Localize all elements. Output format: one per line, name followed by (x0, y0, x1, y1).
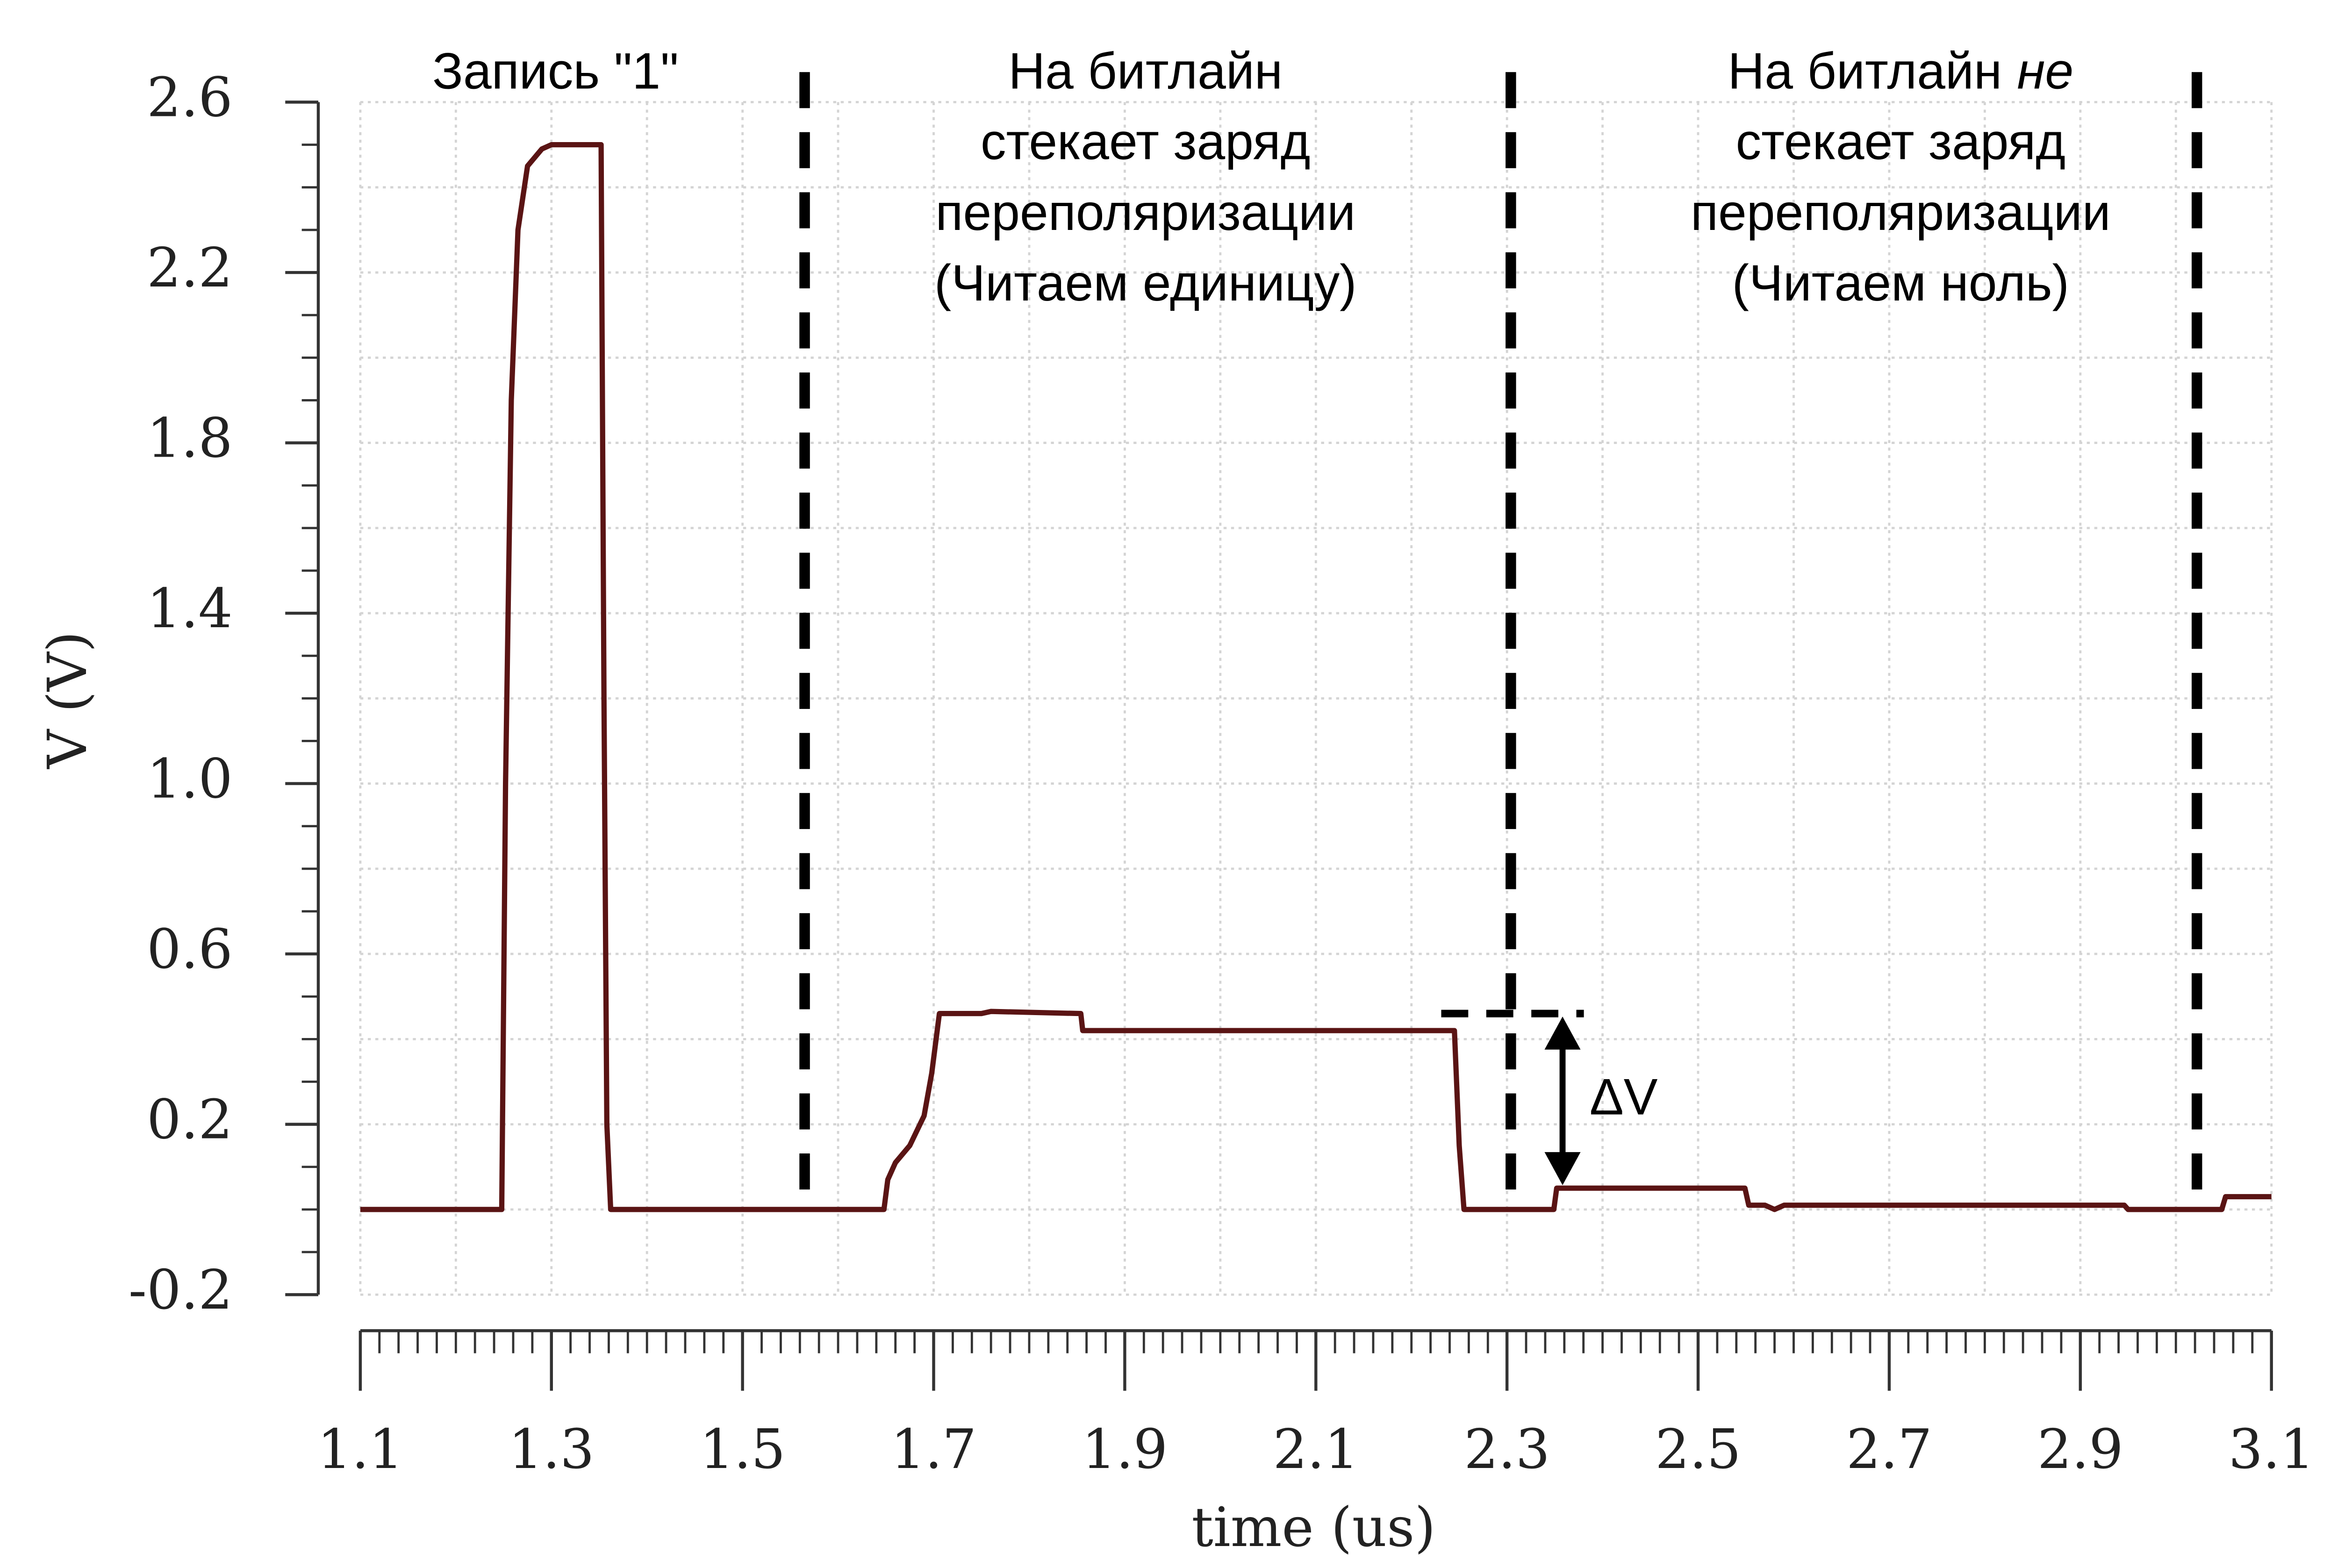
x-tick-label: 2.3 (1464, 1418, 1550, 1481)
x-tick-label: 2.9 (2037, 1418, 2123, 1481)
y-tick-label: 1.0 (147, 748, 233, 811)
x-tick-label: 1.5 (700, 1418, 786, 1481)
annotation: стекает заряд (981, 114, 1311, 171)
arrow-head (1544, 1017, 1581, 1050)
annotation: стекает заряд (1736, 114, 2066, 171)
annotation-text: стекает заряд (1736, 114, 2066, 171)
x-tick-label: 2.7 (1846, 1418, 1932, 1481)
annotation: переполяризации (935, 184, 1355, 241)
annotation-text: (Читаем единицу) (934, 255, 1357, 312)
x-tick-label: 2.5 (1655, 1418, 1741, 1481)
annotation-text: переполяризации (935, 184, 1355, 241)
annotation-text: переполяризации (1691, 184, 2111, 241)
x-tick-label: 1.3 (509, 1418, 595, 1481)
annotation-text: На битлайн (1728, 43, 2002, 100)
annotation: На битлайн (1008, 43, 1283, 100)
y-tick-label: -0.2 (129, 1259, 233, 1322)
annotation-italic: не (2017, 43, 2073, 100)
annotation-text: На битлайн (1008, 43, 1283, 100)
y-tick-label: 0.2 (147, 1089, 233, 1152)
annotation-text: Запись "1" (432, 43, 679, 100)
y-tick-label: 1.8 (147, 408, 233, 470)
y-tick-label: 2.2 (147, 237, 233, 300)
annotation: На битлайн не (1728, 43, 2073, 100)
annotation: (Читаем ноль) (1732, 255, 2069, 312)
y-tick-label: 2.6 (147, 67, 233, 129)
y-tick-label: 0.6 (147, 918, 233, 981)
annotation: переполяризации (1691, 184, 2111, 241)
x-axis-label: time (us) (1191, 1496, 1435, 1559)
x-tick-label: 1.7 (891, 1418, 977, 1481)
y-tick-label: 1.4 (147, 578, 233, 640)
annotation: Запись "1" (432, 43, 679, 100)
arrow-head (1544, 1152, 1581, 1185)
x-tick-label: 3.1 (2229, 1418, 2315, 1481)
delta-label: ΔV (1590, 1068, 1658, 1125)
annotation: (Читаем единицу) (934, 255, 1357, 312)
data-line (360, 142, 2272, 1212)
annotation-text: стекает заряд (981, 114, 1311, 171)
x-tick-label: 1.1 (317, 1418, 403, 1481)
y-axis-label: V (V) (36, 631, 99, 769)
annotation-text: (Читаем ноль) (1732, 255, 2069, 312)
x-tick-label: 1.9 (1082, 1418, 1168, 1481)
x-tick-label: 2.1 (1273, 1418, 1359, 1481)
